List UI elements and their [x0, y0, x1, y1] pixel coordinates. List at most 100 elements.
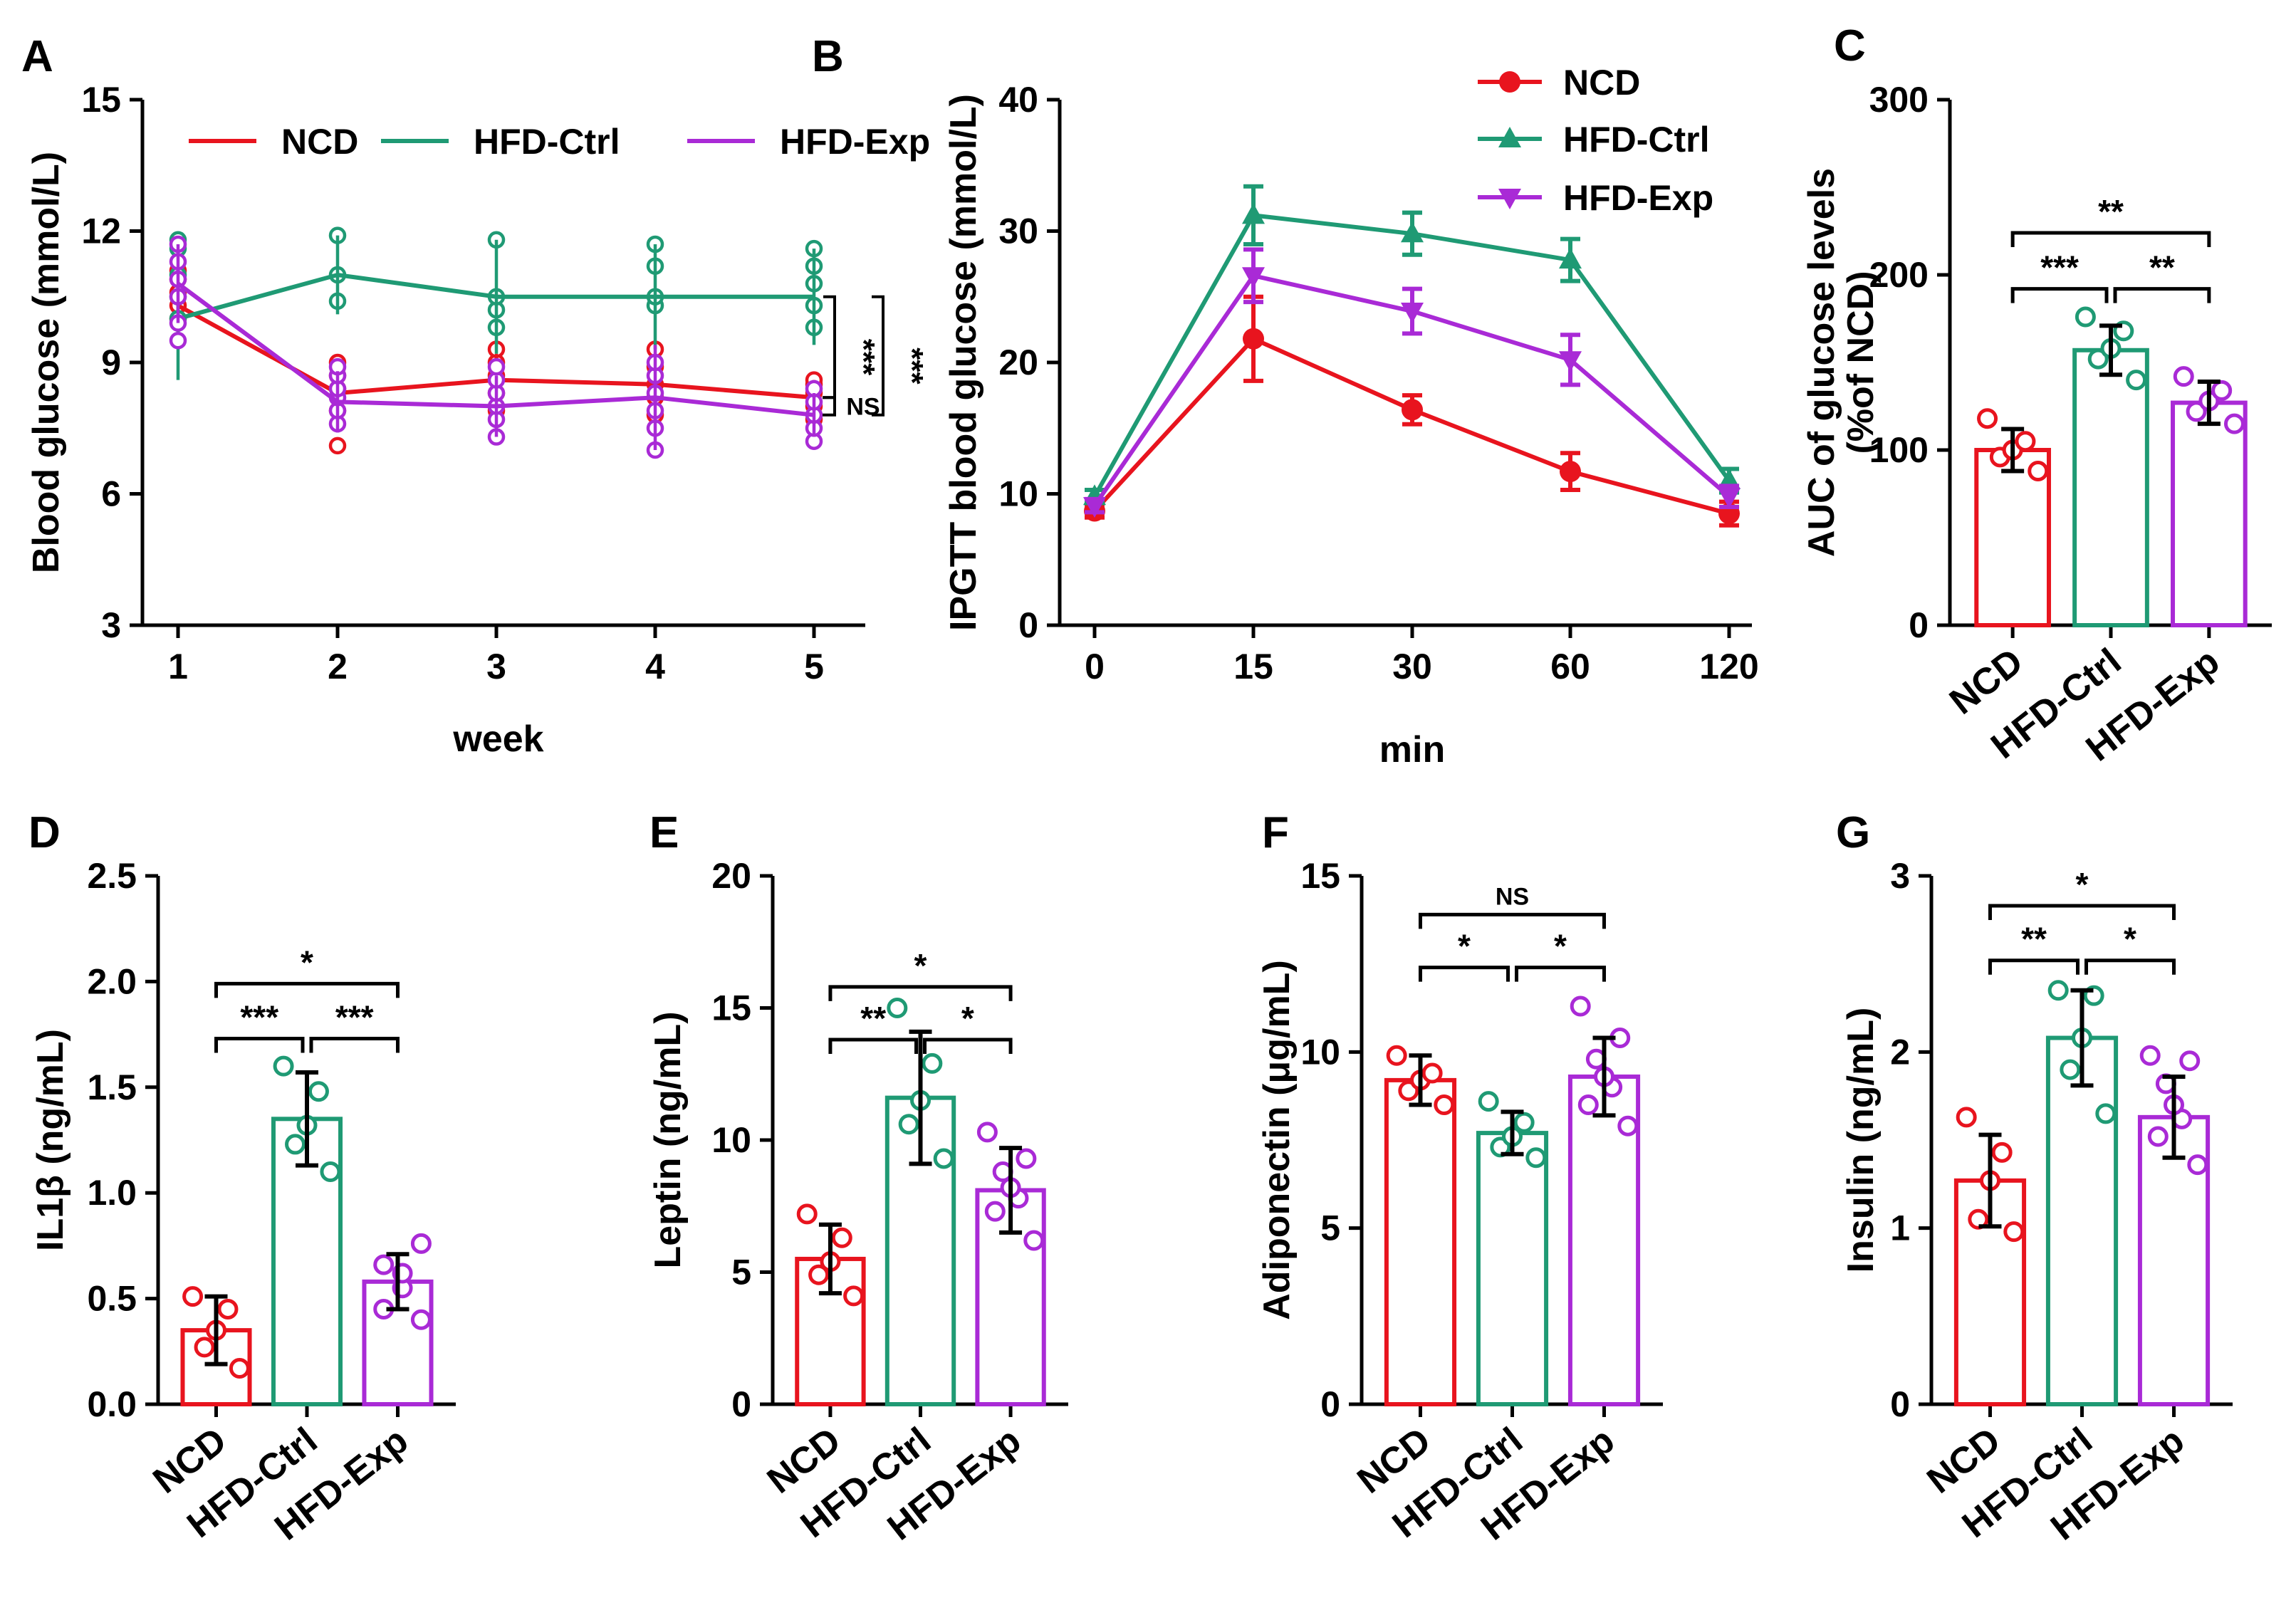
data-point [1968, 1208, 1989, 1230]
data-point [2223, 413, 2245, 434]
bar-NCD [1974, 448, 2051, 627]
y-axis-label: IL1β (ng/mL) [30, 1029, 71, 1251]
data-point [1577, 1094, 1599, 1116]
significance-bracket [1988, 904, 2176, 921]
data-point [1718, 488, 1741, 509]
x-axis-label: week [452, 718, 543, 760]
data-point [1243, 328, 1264, 350]
data-point [933, 1148, 954, 1169]
legend-label: HFD-Exp [780, 122, 930, 162]
data-point [2187, 1154, 2208, 1176]
x-tick-label: 60 [1550, 647, 1590, 686]
data-point [1402, 399, 1423, 421]
y-tick-label: 9 [101, 343, 121, 382]
bar-HFD-Exp [2171, 400, 2248, 628]
data-point [182, 1286, 204, 1307]
significance-label: * [2124, 921, 2136, 958]
data-point [2003, 1221, 2025, 1243]
bar-HFD-Ctrl [1476, 1131, 1549, 1407]
data-point [410, 1233, 432, 1254]
data-point [1956, 1107, 1977, 1128]
significance-bracket [309, 1037, 400, 1053]
y-tick-label: 0 [1320, 1384, 1340, 1424]
data-point [976, 1122, 998, 1143]
panel-label: D [28, 808, 61, 857]
data-point [1242, 267, 1265, 288]
y-tick-label: 0.5 [87, 1279, 137, 1319]
y-axis-label: AUC of glucose levels [1801, 168, 1842, 557]
legend-label: NCD [1563, 63, 1640, 103]
significance-bracket [828, 985, 1013, 1001]
y-tick-label: 6 [101, 474, 121, 514]
data-point [320, 1161, 341, 1183]
significance-bracket [872, 295, 885, 417]
x-tick-label: 15 [1233, 647, 1273, 686]
data-point [169, 332, 187, 350]
panel-label: A [21, 32, 53, 81]
y-tick-label: 15 [1300, 856, 1340, 896]
data-point [1242, 203, 1265, 224]
data-point [1401, 221, 1424, 243]
data-point [273, 1055, 294, 1077]
data-point [2095, 1103, 2117, 1124]
bar-HFD-Ctrl [2045, 1035, 2119, 1406]
x-tick-label: 120 [1699, 647, 1758, 686]
data-point [328, 437, 347, 455]
significance-label: *** [846, 339, 881, 376]
data-point [1421, 1062, 1443, 1084]
data-point [2179, 1050, 2201, 1072]
significance-bracket [1515, 966, 1607, 982]
x-tick-label: 2 [328, 647, 348, 686]
panel-label: E [649, 808, 679, 857]
x-tick-label: 1 [168, 647, 188, 686]
significance-label: ** [860, 1000, 886, 1037]
y-tick-label: 1.0 [87, 1173, 137, 1213]
data-point [2047, 980, 2069, 1001]
bar-NCD [1384, 1077, 1457, 1406]
data-point [2060, 1059, 2081, 1080]
data-point [2173, 366, 2194, 387]
data-point [1559, 248, 1582, 269]
data-point [194, 1337, 215, 1358]
significance-label: *** [240, 999, 278, 1036]
significance-label: ** [2149, 249, 2175, 286]
significance-bracket [828, 1038, 918, 1055]
y-tick-label: 15 [81, 80, 121, 120]
y-tick-label: 0 [731, 1384, 751, 1424]
data-point [2015, 431, 2036, 452]
data-point [843, 1285, 865, 1307]
y-tick-label: 15 [711, 988, 751, 1028]
y-tick-label: 10 [711, 1120, 751, 1160]
legend-marker [1499, 71, 1520, 93]
x-tick-label: 4 [645, 647, 665, 686]
data-point [487, 357, 506, 376]
y-tick-label: 5 [1320, 1208, 1340, 1248]
significance-bracket [823, 396, 836, 417]
significance-label: ** [2098, 193, 2124, 230]
legend-marker [1498, 127, 1521, 147]
data-point [898, 1114, 919, 1135]
data-point [2186, 401, 2207, 422]
significance-label: * [2076, 866, 2089, 903]
y-tick-label: 300 [1869, 80, 1929, 120]
data-point [1434, 1094, 1455, 1116]
data-point [1016, 1148, 1037, 1169]
data-point [285, 1134, 306, 1155]
panel-B: B 0 10 20 30 40 0 15 30 60 120 min IPGTT blood gluco… [812, 32, 1759, 770]
data-point [1525, 1147, 1547, 1169]
significance-bracket [2010, 287, 2109, 303]
x-tick-label: 3 [486, 647, 506, 686]
series-line-HFD-Ctrl [1092, 213, 1731, 498]
y-tick-label: 2.0 [87, 961, 137, 1001]
x-tick-label: 30 [1392, 647, 1432, 686]
y-tick-label: 20 [998, 343, 1038, 382]
y-axis-label: Leptin (ng/mL) [647, 1011, 689, 1268]
y-axis-label: Insulin (ng/mL) [1840, 1008, 1882, 1273]
y-axis-label: IPGTT blood glucose (mmol/L) [943, 94, 984, 631]
y-tick-label: 0 [1909, 605, 1929, 645]
x-axis-label: min [1379, 729, 1445, 770]
